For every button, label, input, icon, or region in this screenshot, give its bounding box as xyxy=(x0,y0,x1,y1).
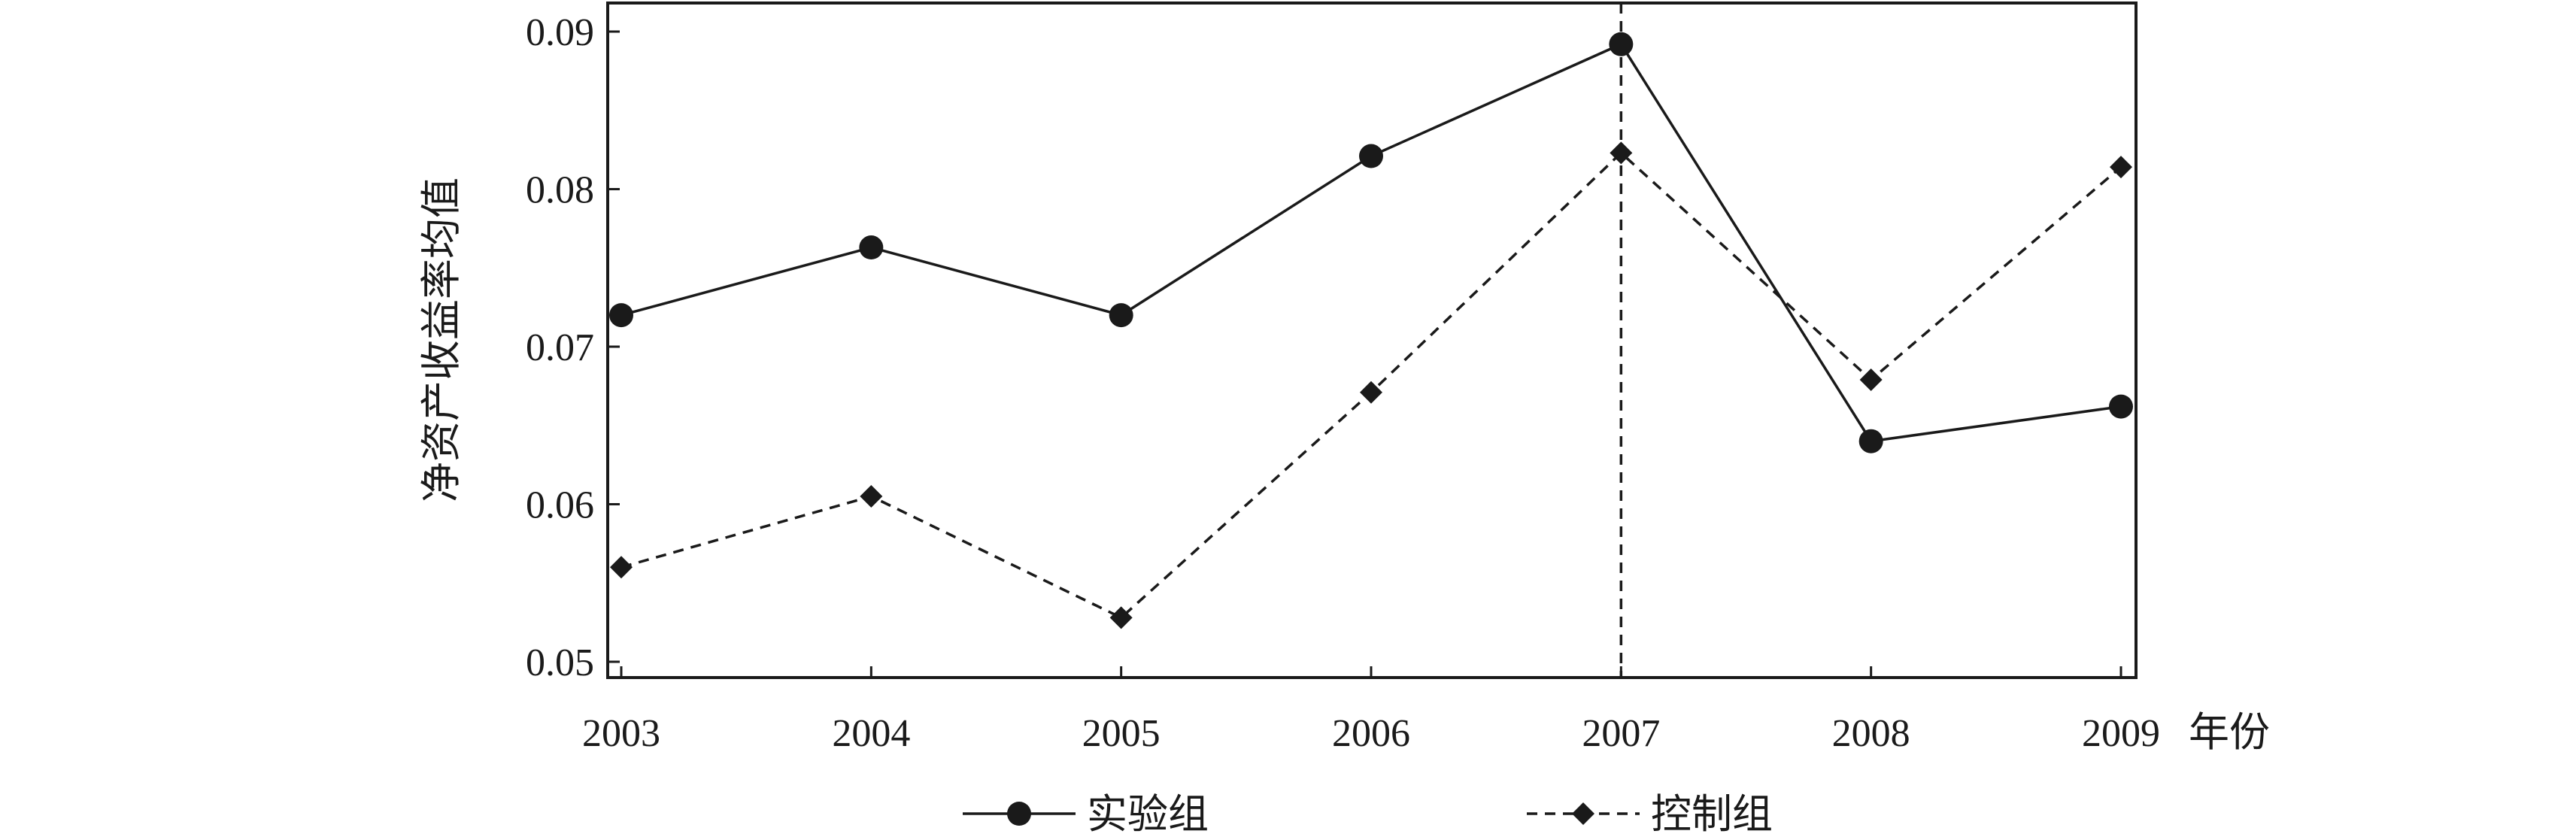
axis-layer: 0.05 0.06 0.07 0.08 0.09 2003 2004 2005 2006 2007… xyxy=(526,11,2160,755)
legend-marker xyxy=(1572,802,1594,825)
data-point-diamond xyxy=(1610,141,1633,165)
series-2 xyxy=(610,141,2132,629)
data-point-diamond xyxy=(1109,606,1133,629)
data-point-diamond xyxy=(610,556,633,579)
data-point-circle xyxy=(1109,303,1133,328)
x-tick-label: 2006 xyxy=(1332,712,1410,755)
data-point-diamond xyxy=(1360,381,1382,404)
data-point-circle xyxy=(1359,144,1383,168)
y-tick-label: 0.09 xyxy=(526,11,594,54)
data-point-circle xyxy=(1609,32,1634,56)
series-layer xyxy=(609,32,2133,629)
data-point-diamond xyxy=(1859,368,1883,391)
y-tick-label: 0.06 xyxy=(526,484,594,527)
legend-marker xyxy=(1007,802,1031,826)
x-tick-label: 2008 xyxy=(1832,712,1910,755)
data-point-circle xyxy=(609,303,633,328)
data-point-diamond xyxy=(2110,156,2132,179)
y-tick-label: 0.08 xyxy=(526,169,594,212)
data-point-circle xyxy=(859,235,884,260)
legend-label: 实验组 xyxy=(1087,792,1209,837)
x-tick-label: 2009 xyxy=(2082,712,2160,755)
series-1 xyxy=(609,32,2133,453)
plot-frame xyxy=(606,2,2138,679)
x-tick-label: 2005 xyxy=(1082,712,1161,755)
y-tick-label: 0.07 xyxy=(526,326,594,369)
legend-label: 控制组 xyxy=(1651,792,1773,837)
legend-item: 控制组 xyxy=(1527,792,1773,837)
x-axis-label: 年份 xyxy=(2189,710,2270,755)
data-point-circle xyxy=(2109,394,2133,419)
x-tick-label: 2004 xyxy=(832,712,910,755)
legend-item: 实验组 xyxy=(963,792,1209,837)
legend: 实验组 控制组 xyxy=(963,792,1773,837)
data-point-circle xyxy=(1858,429,1883,453)
x-tick-label: 2007 xyxy=(1582,712,1660,755)
y-axis-label: 净资产收益率均值 xyxy=(419,177,464,502)
x-tick-label: 2003 xyxy=(582,712,660,755)
y-tick-label: 0.05 xyxy=(526,641,594,684)
data-point-diamond xyxy=(860,485,883,508)
